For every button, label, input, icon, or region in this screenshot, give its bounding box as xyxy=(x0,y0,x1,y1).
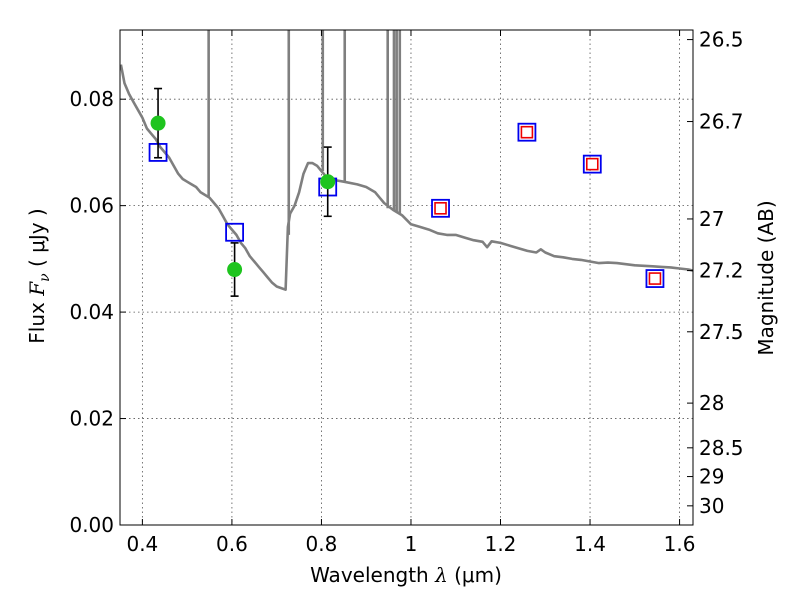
model-flux-square xyxy=(645,269,665,288)
x-tick-label: 1 xyxy=(405,532,418,556)
spectrum-line xyxy=(120,64,693,291)
red-flux-square xyxy=(434,202,447,215)
measured-flux-point xyxy=(227,262,243,278)
model-flux-square xyxy=(582,154,602,174)
x-tick-label: 0.8 xyxy=(306,532,338,556)
y2-tick-label: 29 xyxy=(699,465,724,489)
red-flux-square xyxy=(520,125,534,139)
y-tick-label: 0.02 xyxy=(69,407,114,431)
y-tick-label: 0.08 xyxy=(69,87,114,111)
axis-ticks: 0.4 0.6 0.8 1 1.2 1.4 1.6 0.00 0.02 0.04 0.06 0.08 2… xyxy=(69,28,743,556)
y2-tick-label: 26.7 xyxy=(699,110,744,134)
y2-tick-label: 30 xyxy=(699,494,724,518)
y-tick-label: 0.04 xyxy=(69,300,114,324)
x-tick-label: 0.6 xyxy=(216,532,248,556)
y-tick-label: 0.06 xyxy=(69,194,114,218)
y-tick-label: 0.00 xyxy=(69,513,114,537)
y2-tick-label: 26.5 xyxy=(699,28,744,52)
model-spectrum xyxy=(120,30,693,291)
x-tick-label: 0.4 xyxy=(126,532,158,556)
y2-tick-label: 27 xyxy=(699,207,724,231)
model-flux-square xyxy=(431,198,450,218)
y2-tick-label: 27.5 xyxy=(699,320,744,344)
y2-tick-label: 27.2 xyxy=(699,259,744,283)
x-tick-label: 1.4 xyxy=(574,532,606,556)
x-tick-label: 1.6 xyxy=(664,532,696,556)
y-axis-label: Flux Fν ( μJy ) xyxy=(25,208,53,343)
measured-flux-point xyxy=(320,174,336,190)
y2-tick-label: 28 xyxy=(699,391,724,415)
red-flux-square xyxy=(648,272,662,285)
x-axis-label: Wavelength λ (μm) xyxy=(310,563,502,587)
red-flux-square xyxy=(585,157,599,171)
plot-frame xyxy=(119,29,694,526)
y2-axis-label: Magnitude (AB) xyxy=(754,200,778,355)
model-flux-square xyxy=(517,122,537,142)
y2-tick-label: 28.5 xyxy=(699,436,744,460)
model-flux-square xyxy=(225,222,245,242)
measured-flux-point xyxy=(150,115,166,131)
grid-lines xyxy=(120,30,693,526)
x-tick-label: 1.2 xyxy=(485,532,517,556)
data-points xyxy=(148,87,665,297)
